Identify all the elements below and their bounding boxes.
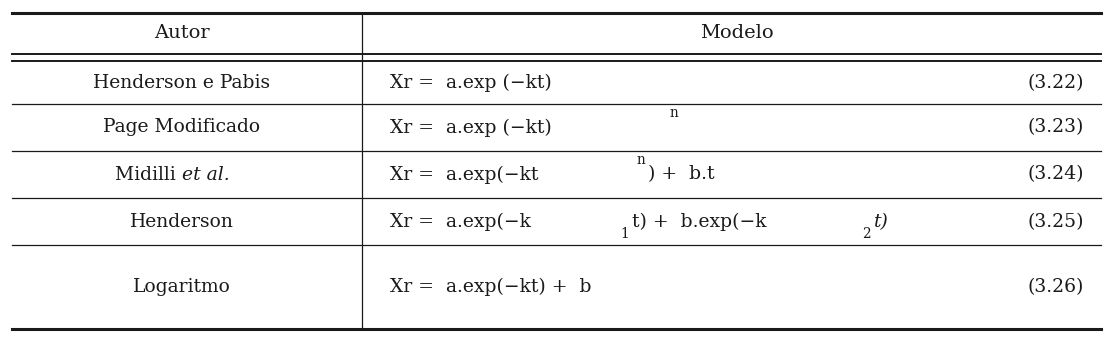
Text: n: n — [669, 106, 678, 120]
Text: Logaritmo: Logaritmo — [132, 278, 230, 296]
Text: Henderson: Henderson — [130, 213, 234, 231]
Text: (3.23): (3.23) — [1027, 118, 1084, 137]
Text: (3.22): (3.22) — [1027, 74, 1084, 92]
Text: n: n — [637, 154, 646, 167]
Text: ) +  b.t: ) + b.t — [648, 165, 715, 183]
Text: Page Modificado: Page Modificado — [104, 118, 260, 137]
Text: t) +  b.exp(−k: t) + b.exp(−k — [632, 213, 767, 231]
Text: Modelo: Modelo — [700, 24, 774, 42]
Text: Autor: Autor — [154, 24, 209, 42]
Text: Xr =  a.exp (−kt): Xr = a.exp (−kt) — [390, 74, 552, 92]
Text: 1: 1 — [620, 227, 629, 241]
Text: 2: 2 — [861, 227, 870, 241]
Text: Henderson e Pabis: Henderson e Pabis — [93, 74, 270, 92]
Text: (3.25): (3.25) — [1027, 213, 1084, 231]
Text: Xr =  a.exp(−kt) +  b: Xr = a.exp(−kt) + b — [390, 278, 591, 296]
Text: Xr =  a.exp(−k: Xr = a.exp(−k — [390, 213, 531, 231]
Text: et al.: et al. — [181, 165, 229, 183]
Text: Xr =  a.exp(−kt: Xr = a.exp(−kt — [390, 165, 539, 184]
Text: t): t) — [874, 213, 888, 231]
Text: (3.26): (3.26) — [1027, 278, 1084, 296]
Text: (3.24): (3.24) — [1027, 165, 1084, 183]
Text: Xr =  a.exp (−kt): Xr = a.exp (−kt) — [390, 118, 552, 137]
Text: Midilli: Midilli — [115, 165, 181, 183]
